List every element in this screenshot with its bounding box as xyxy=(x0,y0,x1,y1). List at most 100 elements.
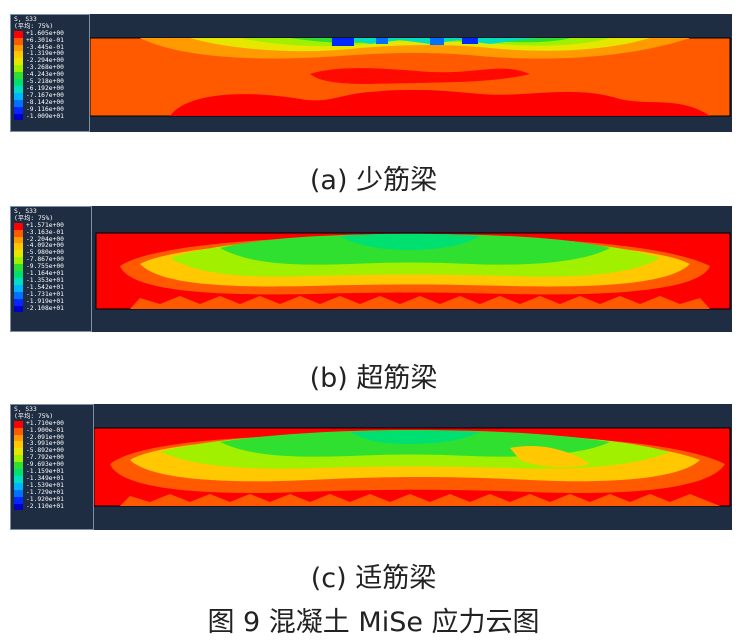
legend-value: -1.731e+01 xyxy=(26,290,64,298)
legend-swatch xyxy=(14,284,23,292)
legend-swatch xyxy=(14,455,23,463)
stress-panel-a: S, S33 (平均: 75%) +1.605e+00 +6.301e-01 -3.… xyxy=(10,14,732,132)
legend-entry: -3.445e-01 xyxy=(14,43,86,52)
legend-c: S, S33 (平均: 75%) +1.710e+00 -1.900e-01 -2.… xyxy=(10,404,94,530)
legend-value: -1.009e+01 xyxy=(26,112,64,120)
caption-c: (c) 适筋梁 xyxy=(310,563,437,594)
legend-swatch xyxy=(14,448,23,456)
legend-value: -1.920e+01 xyxy=(26,495,64,503)
legend-value: +1.571e+00 xyxy=(26,221,64,229)
legend-entry: +1.571e+00 xyxy=(14,221,88,230)
legend-value: -7.167e+00 xyxy=(26,91,64,99)
legend-entry: -1.542e+01 xyxy=(14,283,88,292)
legend-subtitle: (平均: 75%) xyxy=(14,214,54,222)
legend-title: S, S33 xyxy=(14,208,37,215)
caption-b: (b) 超筋梁 xyxy=(309,363,438,394)
legend-swatch xyxy=(14,503,23,511)
legend-entry: -1.159e+01 xyxy=(14,468,90,476)
legend-swatch xyxy=(14,427,23,435)
legend-subtitle: (平均: 75%) xyxy=(14,412,54,420)
legend-entry: +6.301e-01 xyxy=(14,36,86,45)
legend-swatch xyxy=(14,489,23,497)
legend-title: S, S33 xyxy=(14,406,37,413)
legend-entry: -1.319e+00 xyxy=(14,51,86,59)
legend-entry: -7.867e+00 xyxy=(14,256,88,265)
legend-rows: +1.605e+00 +6.301e-01 -3.445e-01 -1.319e+00… xyxy=(14,29,86,121)
legend-title: S, S33 xyxy=(14,16,37,23)
legend-swatch xyxy=(14,298,23,306)
legend-value: -1.900e-01 xyxy=(26,426,64,434)
legend-value: -1.542e+01 xyxy=(26,283,64,291)
legend-value: +6.301e-01 xyxy=(26,36,64,44)
legend-value: +1.605e+00 xyxy=(26,29,64,37)
legend-entry: -7.167e+00 xyxy=(14,91,86,100)
legend-a: S, S33 (平均: 75%) +1.605e+00 +6.301e-01 -3.… xyxy=(10,14,90,132)
legend-value: -2.108e+01 xyxy=(26,304,64,312)
legend-value: -5.218e+00 xyxy=(26,78,64,86)
legend-entry: -2.204e+00 xyxy=(14,235,88,244)
legend-swatch xyxy=(14,79,23,86)
legend-value: -8.142e+00 xyxy=(26,98,64,106)
caption-a: (a) 少筋梁 xyxy=(309,165,438,196)
stress-contour-b xyxy=(95,232,731,310)
legend-value: -4.243e+00 xyxy=(26,71,64,79)
legend-value: +1.710e+00 xyxy=(26,419,64,427)
legend-value: -7.792e+00 xyxy=(26,454,64,462)
legend-value: -3.163e-01 xyxy=(26,228,64,236)
legend-swatch xyxy=(14,65,23,73)
legend-entry: -1.539e+01 xyxy=(14,482,90,490)
legend-value: -3.268e+00 xyxy=(26,64,64,72)
legend-entry: +1.710e+00 xyxy=(14,419,90,428)
legend-swatch xyxy=(14,277,23,285)
legend-value: -1.159e+01 xyxy=(26,468,64,476)
legend-entry: -2.091e+00 xyxy=(14,434,90,442)
legend-swatch xyxy=(14,92,23,100)
legend-entry: -1.919e+01 xyxy=(14,298,88,306)
legend-entry: -1.349e+01 xyxy=(14,474,90,483)
stress-contour-c xyxy=(93,427,731,507)
legend-value: -9.693e+00 xyxy=(26,461,64,469)
legend-value: -9.116e+00 xyxy=(26,105,64,113)
legend-entry: -9.116e+00 xyxy=(14,105,86,114)
legend-value: -6.192e+00 xyxy=(26,84,64,92)
legend-swatch xyxy=(14,305,23,313)
legend-entry: -5.218e+00 xyxy=(14,78,86,86)
legend-value: -1.349e+01 xyxy=(26,474,64,482)
legend-swatch xyxy=(14,482,23,490)
legend-value: -2.110e+01 xyxy=(26,502,64,510)
legend-value: -1.729e+01 xyxy=(26,488,64,496)
legend-entry: -1.731e+01 xyxy=(14,290,88,299)
legend-value: -4.092e+00 xyxy=(26,242,64,250)
legend-entry: -8.142e+00 xyxy=(14,98,86,107)
legend-value: -2.294e+00 xyxy=(26,57,64,65)
legend-rows: +1.710e+00 -1.900e-01 -2.091e+00 -3.991e+00… xyxy=(14,419,90,511)
legend-value: -1.353e+01 xyxy=(26,276,64,284)
legend-swatch xyxy=(14,85,23,93)
legend-swatch xyxy=(14,475,23,483)
legend-value: -2.204e+00 xyxy=(26,235,64,243)
legend-swatch xyxy=(14,30,23,38)
legend-swatch xyxy=(14,496,23,504)
legend-value: -3.445e-01 xyxy=(26,43,64,51)
stress-panel-c: S, S33 (平均: 75%) +1.710e+00 -1.900e-01 -2.… xyxy=(10,404,732,530)
legend-value: -5.980e+00 xyxy=(26,249,64,257)
legend-entry: -2.294e+00 xyxy=(14,57,86,66)
legend-entry: -3.268e+00 xyxy=(14,64,86,73)
legend-swatch xyxy=(14,44,23,52)
legend-entry: -2.110e+01 xyxy=(14,502,90,511)
legend-swatch xyxy=(14,113,23,121)
legend-b: S, S33 (平均: 75%) +1.571e+00 -3.163e-01 -2.… xyxy=(10,206,92,332)
legend-swatch xyxy=(14,222,23,230)
legend-entry: -6.192e+00 xyxy=(14,84,86,93)
legend-swatch xyxy=(14,99,23,107)
stress-panel-b: S, S33 (平均: 75%) +1.571e+00 -3.163e-01 -2.… xyxy=(10,206,732,332)
legend-subtitle: (平均: 75%) xyxy=(14,22,54,30)
legend-entry: -4.092e+00 xyxy=(14,242,88,251)
legend-swatch xyxy=(14,72,23,80)
legend-entry: -2.108e+01 xyxy=(14,304,88,313)
legend-entry: -5.980e+00 xyxy=(14,249,88,258)
legend-value: -3.991e+00 xyxy=(26,440,64,448)
legend-entry: -1.729e+01 xyxy=(14,488,90,497)
legend-value: -5.892e+00 xyxy=(26,447,64,455)
legend-swatch xyxy=(14,37,23,45)
